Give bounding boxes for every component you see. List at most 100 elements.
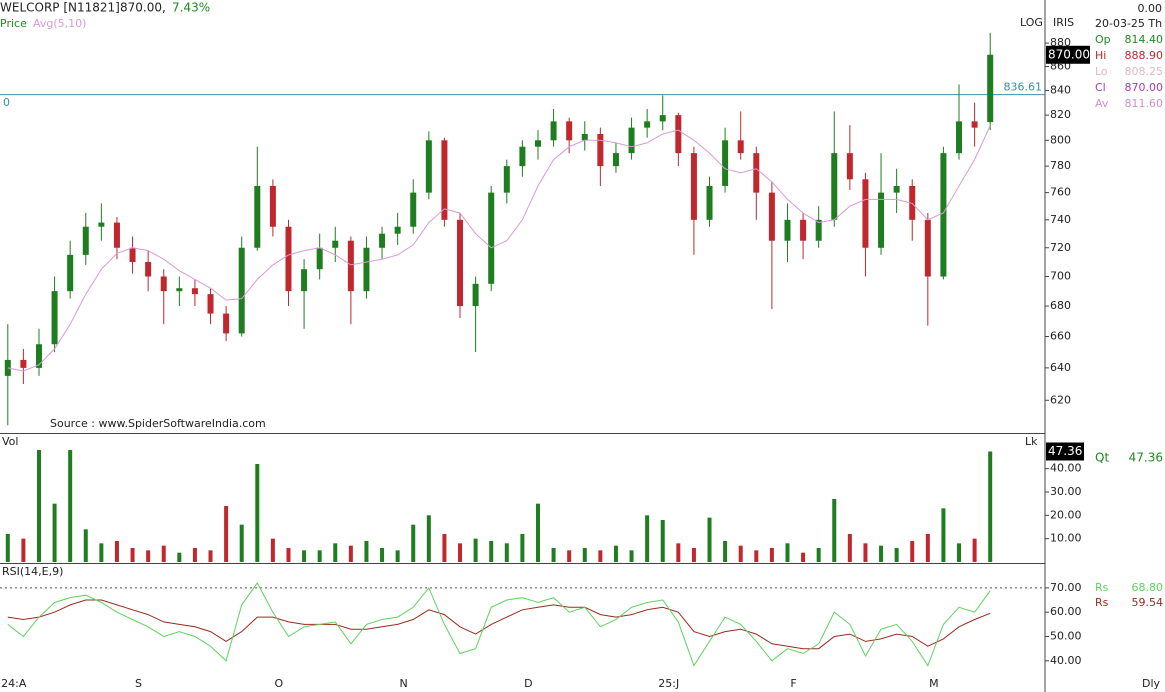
- left-label: 0: [3, 96, 10, 109]
- volume-bar: [255, 464, 260, 562]
- candle-body: [425, 140, 432, 193]
- candle-body: [207, 294, 214, 314]
- volume-bar: [629, 550, 634, 562]
- candle-body: [4, 359, 11, 376]
- candle-body: [82, 226, 89, 255]
- y-tick-label: 30.00: [1050, 485, 1082, 498]
- legend-price: Price: [0, 17, 27, 30]
- period: Dly: [1142, 677, 1161, 690]
- volume-bar: [676, 543, 681, 562]
- candle-body: [191, 288, 198, 295]
- y-tick-label: 820: [1050, 108, 1071, 121]
- candle-body: [644, 121, 651, 128]
- info-label: Op: [1095, 33, 1111, 46]
- candle-body: [285, 226, 292, 292]
- volume-bar: [5, 534, 10, 562]
- volume-bar: [36, 450, 41, 562]
- info-value: 811.60: [1125, 97, 1164, 110]
- volume-bar: [224, 506, 229, 562]
- candle-body: [940, 153, 947, 277]
- volume-bar: [177, 552, 182, 562]
- candle-body: [269, 185, 276, 227]
- volume-bar: [364, 541, 369, 562]
- x-tick-label: 25:J: [658, 677, 679, 690]
- volume-bar: [988, 451, 993, 562]
- y-tick-label: 50.00: [1050, 630, 1082, 643]
- volume-bar: [270, 538, 275, 562]
- candle-body: [659, 115, 666, 122]
- volume-bar: [473, 538, 478, 562]
- candle-body: [566, 121, 573, 141]
- candle-body: [987, 54, 994, 123]
- volume-bar: [738, 545, 743, 562]
- volume-bar: [302, 550, 307, 562]
- candle-body: [51, 291, 58, 345]
- candle-body: [488, 192, 495, 284]
- candle-body: [909, 185, 916, 220]
- candle-body: [379, 233, 386, 248]
- volume-bar: [785, 543, 790, 562]
- iris: IRIS: [1053, 16, 1074, 29]
- volume-bar: [941, 508, 946, 562]
- volume-bar: [520, 534, 525, 562]
- candle-body: [737, 140, 744, 154]
- volume-bar: [317, 550, 322, 562]
- candle-body: [98, 222, 105, 227]
- legend-name: Rs: [1095, 581, 1109, 594]
- symbol: WELCORP [N11821]: [0, 1, 120, 15]
- volume-bar: [582, 548, 587, 562]
- candle-body: [534, 140, 541, 147]
- candle-body: [550, 121, 557, 141]
- candle-body: [332, 240, 339, 248]
- candle-body: [519, 146, 526, 167]
- candle-body: [956, 121, 963, 154]
- candle-body: [472, 283, 479, 307]
- candle-body: [971, 121, 978, 128]
- volume-bar: [411, 524, 416, 562]
- info-value: 808.25: [1125, 65, 1164, 78]
- info-label: Cl: [1095, 81, 1106, 94]
- volume-bar: [879, 545, 884, 562]
- candle-body: [35, 344, 42, 368]
- volume-bar: [239, 524, 244, 562]
- candle-body: [113, 222, 120, 248]
- candle-body: [394, 226, 401, 234]
- info-value: 870.00: [1125, 81, 1164, 94]
- y-tick-label: 840: [1050, 84, 1071, 97]
- candle-body: [831, 153, 838, 220]
- volume-bar: [146, 550, 151, 562]
- volume-bar: [723, 541, 728, 562]
- change: 7.43%: [172, 1, 210, 15]
- y-tick-label: 720: [1050, 241, 1071, 254]
- volume-bar: [801, 552, 806, 562]
- candle-body: [690, 153, 697, 220]
- volume-bar: [192, 548, 197, 562]
- volume-bar: [333, 543, 338, 562]
- volume-bar: [551, 548, 556, 562]
- y-tick-label: 760: [1050, 186, 1071, 199]
- y-tick-label: 640: [1050, 361, 1071, 374]
- candle-body: [815, 219, 822, 241]
- volume-bar: [21, 538, 26, 562]
- candle-body: [597, 133, 604, 167]
- volume-bar: [504, 543, 509, 562]
- rsi-line: [7, 582, 991, 667]
- candle-body: [878, 192, 885, 248]
- legend-avg: Avg(5,10): [33, 17, 86, 30]
- volume-bar: [707, 517, 712, 562]
- candle-body: [67, 254, 74, 292]
- volume-bar: [816, 548, 821, 562]
- candle-body: [441, 140, 448, 220]
- price-tag-bg: [1046, 45, 1090, 64]
- candle-body: [706, 185, 713, 220]
- reference-label: 836.61: [1004, 81, 1043, 94]
- y-tick-label: 10.00: [1050, 532, 1082, 545]
- info-label: Hi: [1095, 49, 1106, 62]
- candle-body: [301, 269, 308, 292]
- legend-value: 59.54: [1132, 596, 1164, 609]
- volume-bar: [598, 550, 603, 562]
- candle-body: [628, 127, 635, 154]
- volume-bar: [83, 529, 88, 562]
- candle-body: [768, 192, 775, 241]
